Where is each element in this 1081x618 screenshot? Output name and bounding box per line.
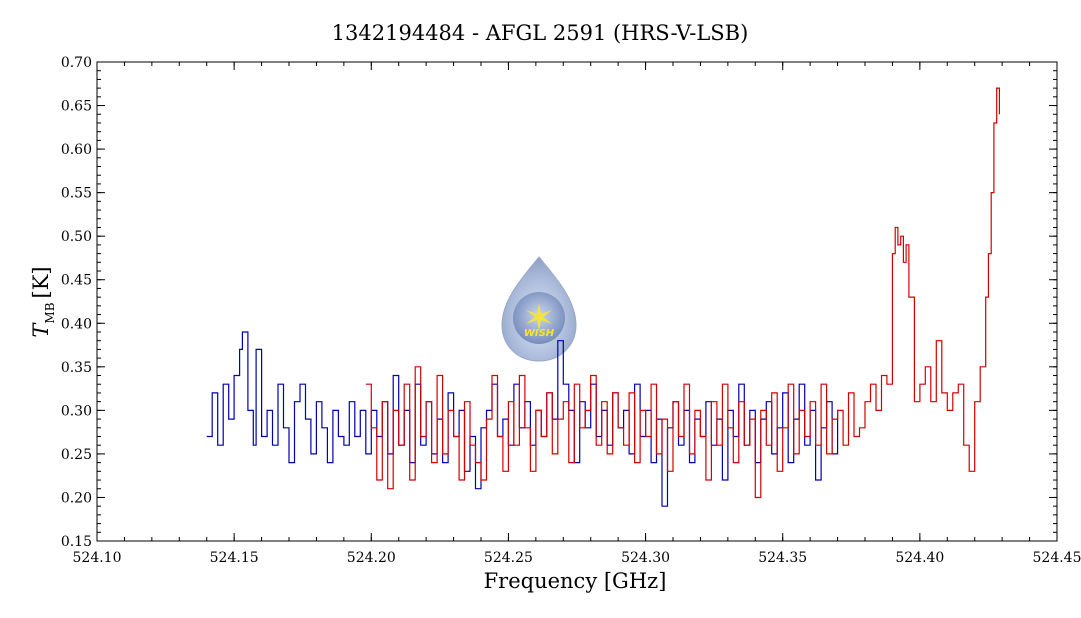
y-tick-label: 0.35: [61, 360, 92, 376]
x-axis-label: Frequency [GHz]: [484, 569, 667, 593]
y-tick-label: 0.50: [61, 229, 92, 245]
y-tick-label: 0.25: [61, 447, 92, 463]
y-axis-label-sub: MB: [43, 302, 57, 323]
x-tick-label: 524.40: [895, 550, 944, 566]
x-tick-label: 524.25: [484, 550, 533, 566]
y-tick-label: 0.20: [61, 490, 92, 506]
y-tick-label: 0.60: [61, 142, 92, 158]
series-group: [206, 87, 1000, 507]
y-axis-label-unit: [K]: [29, 266, 53, 298]
x-axis-tick-labels: 524.10 524.15 524.20 524.25 524.30 524.35 524.…: [73, 550, 1081, 566]
y-tick-label: 0.70: [61, 55, 92, 71]
x-axis-ticks: [96, 62, 1058, 541]
x-tick-label: 524.30: [621, 550, 670, 566]
y-tick-label: 0.15: [61, 534, 92, 550]
x-tick-label: 524.10: [73, 550, 122, 566]
logo-text: WISH: [524, 328, 555, 339]
svg-text:TMB[K]: TMB [K]: [29, 266, 57, 337]
y-tick-label: 0.40: [61, 316, 92, 332]
chart-title: 1342194484 - AFGL 2591 (HRS-V-LSB): [332, 21, 749, 45]
y-axis-tick-labels: 0.15 0.20 0.25 0.30 0.35 0.40 0.45 0.50 0.55 0.60…: [61, 55, 92, 550]
x-tick-label: 524.45: [1033, 550, 1081, 566]
y-tick-label: 0.30: [61, 403, 92, 419]
series-line-2: [365, 87, 1000, 499]
y-tick-label: 0.45: [61, 273, 92, 289]
y-axis-label: TMB [K]: [29, 266, 57, 337]
y-axis-label-main: T: [29, 322, 53, 338]
x-tick-label: 524.15: [210, 550, 259, 566]
watermark-logo: WISH: [501, 256, 577, 362]
x-tick-label: 524.20: [347, 550, 396, 566]
y-tick-label: 0.65: [61, 99, 92, 115]
y-axis-ticks: [97, 61, 1057, 542]
x-tick-label: 524.35: [758, 550, 807, 566]
star-icon: [526, 303, 552, 331]
y-tick-label: 0.55: [61, 186, 92, 202]
plot-frame: [96, 61, 1058, 542]
